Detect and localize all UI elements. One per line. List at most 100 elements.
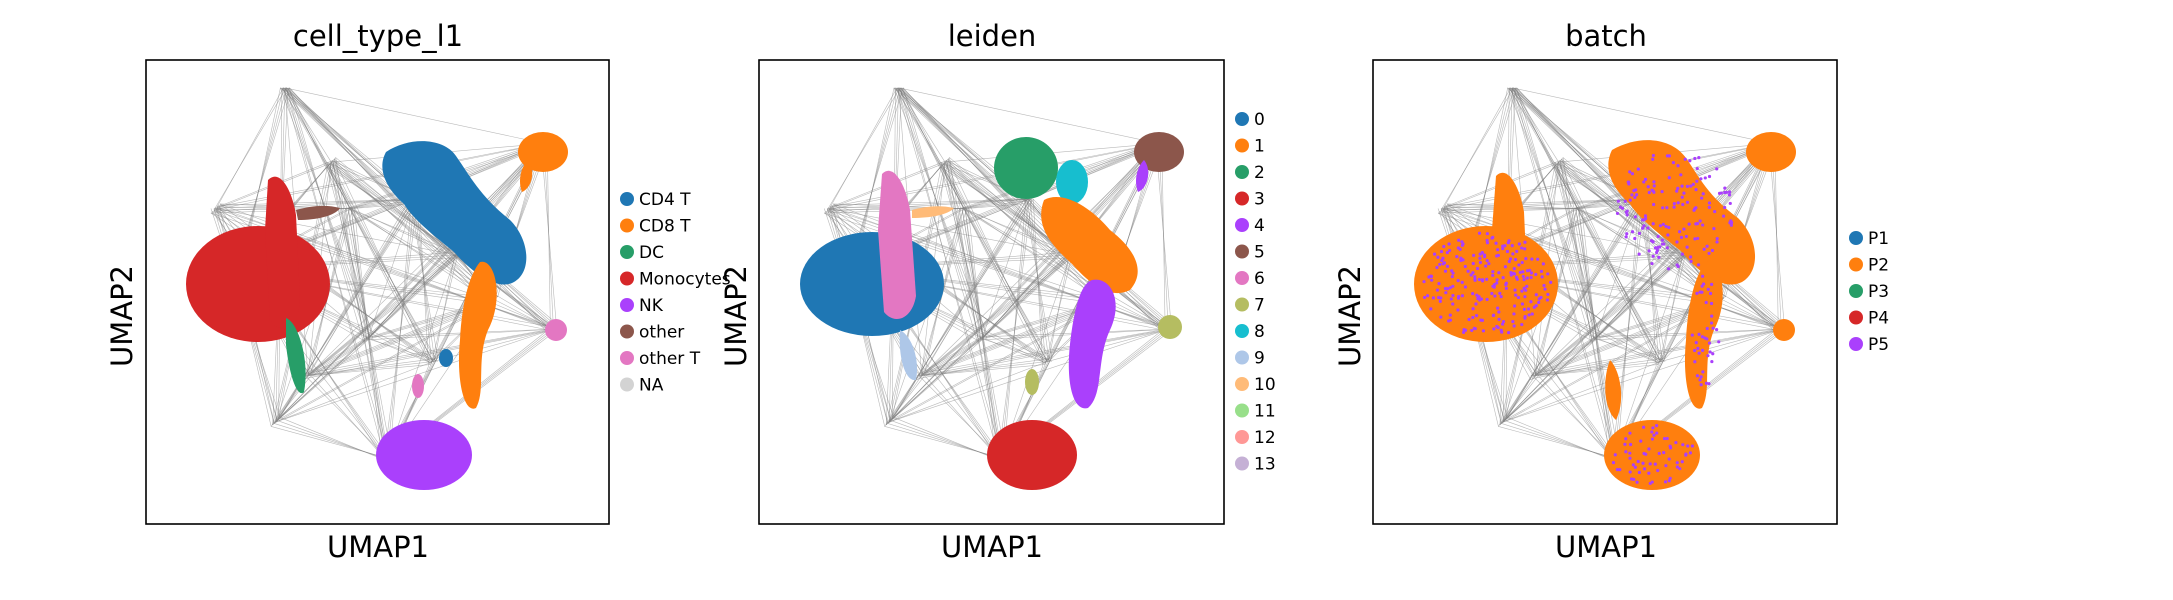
legend-marker — [1849, 257, 1863, 272]
cell-point — [1456, 246, 1460, 250]
graph-edge — [924, 328, 1166, 373]
legend-marker — [620, 192, 634, 206]
graph-edge — [309, 254, 455, 375]
cell-point — [1532, 305, 1536, 309]
cell-point — [1707, 174, 1712, 179]
cell-point — [1662, 242, 1666, 246]
graph-edge — [365, 254, 460, 342]
cluster-dc — [286, 318, 306, 394]
cell-point — [1471, 261, 1475, 266]
cell-point — [1652, 184, 1656, 188]
cell-point — [1490, 291, 1494, 296]
cell-point — [1505, 249, 1510, 254]
cell-point — [1655, 250, 1659, 255]
graph-edge — [1512, 87, 1773, 144]
legend-marker — [1235, 112, 1249, 126]
legend-label: 7 — [1254, 296, 1265, 316]
cell-point — [1623, 199, 1627, 203]
cell-point — [1624, 450, 1628, 454]
cell-point — [1477, 231, 1482, 235]
cell-point — [1438, 299, 1442, 303]
graph-edge — [961, 208, 1073, 254]
plot-frame — [1372, 59, 1838, 525]
cell-point — [1520, 246, 1524, 250]
cell-point — [1705, 244, 1709, 248]
graph-edge — [826, 87, 901, 211]
cluster-p2-upper — [1608, 140, 1756, 285]
graph-edge — [898, 87, 1159, 144]
cell-point — [1678, 230, 1682, 234]
graph-edge — [1501, 338, 1598, 424]
cell-point — [1689, 184, 1693, 188]
cell-point — [1503, 265, 1508, 269]
cell-point — [1487, 262, 1491, 266]
legend-label: Monocytes — [639, 270, 731, 290]
graph-edge — [283, 87, 389, 458]
cluster-5 — [1134, 132, 1184, 172]
cell-point — [1500, 322, 1505, 326]
cell-point — [1448, 313, 1452, 317]
legend-label: 10 — [1254, 375, 1276, 395]
cell-point — [1637, 470, 1641, 475]
cell-point — [1701, 370, 1705, 374]
cluster-cd8-t-drip — [520, 160, 533, 192]
legend-label: 9 — [1254, 349, 1265, 369]
cell-point — [1682, 191, 1686, 195]
cluster-0 — [800, 232, 944, 336]
graph-edge — [331, 161, 554, 330]
panel-title: cell_type_l1 — [293, 19, 463, 53]
cell-point — [1522, 286, 1526, 290]
cell-point — [1457, 238, 1461, 242]
cell-point — [1715, 327, 1719, 332]
cluster-4 — [1068, 279, 1116, 409]
graph-edge — [1161, 143, 1166, 333]
cluster-p2-bottom — [1604, 420, 1700, 490]
graph-edge — [1576, 208, 1661, 362]
cell-point — [1706, 287, 1710, 291]
cell-point — [1512, 324, 1516, 328]
graph-edge — [946, 160, 1070, 256]
cluster-p2-lower-left — [1605, 360, 1622, 420]
cell-point — [1710, 359, 1714, 364]
cell-point — [1629, 477, 1634, 481]
cell-point — [1651, 254, 1655, 258]
legend-label: NA — [639, 376, 664, 396]
cell-point — [1515, 249, 1519, 253]
cell-point — [1680, 252, 1684, 256]
legend-label: 0 — [1254, 110, 1265, 130]
graph-edge — [353, 208, 383, 464]
cell-point — [1701, 274, 1705, 278]
cell-point — [1679, 235, 1684, 239]
cell-point — [1511, 252, 1515, 256]
cell-point — [1707, 382, 1711, 386]
graph-edge — [1530, 333, 1601, 376]
cluster-cd8-t-top — [518, 132, 568, 172]
graph-edge — [1109, 299, 1167, 330]
cell-point — [1463, 285, 1468, 289]
cell-point — [1648, 462, 1652, 466]
graph-edge — [330, 161, 434, 362]
cell-point — [1665, 154, 1670, 158]
graph-edge — [921, 143, 1160, 376]
cell-point — [1702, 282, 1706, 286]
legend-marker — [1235, 191, 1249, 206]
cell-point — [1711, 352, 1715, 356]
cell-point — [1422, 295, 1427, 300]
cell-point — [1491, 284, 1495, 288]
cell-point — [1668, 476, 1672, 480]
graph-edge — [965, 200, 1028, 209]
cell-point — [1463, 264, 1467, 269]
graph-edge — [216, 87, 284, 208]
cell-point — [1649, 239, 1654, 243]
cluster-2 — [994, 137, 1058, 199]
panel-title: batch — [1565, 19, 1647, 53]
graph-edge — [946, 160, 981, 339]
cell-point — [1696, 236, 1700, 241]
legend-marker — [1849, 284, 1863, 298]
cell-point — [1692, 208, 1696, 212]
cell-point — [1657, 255, 1661, 259]
cluster-1 — [1041, 196, 1138, 294]
legend-label: P5 — [1868, 335, 1889, 355]
cell-point — [1536, 257, 1540, 261]
graph-edge — [1555, 164, 1664, 362]
